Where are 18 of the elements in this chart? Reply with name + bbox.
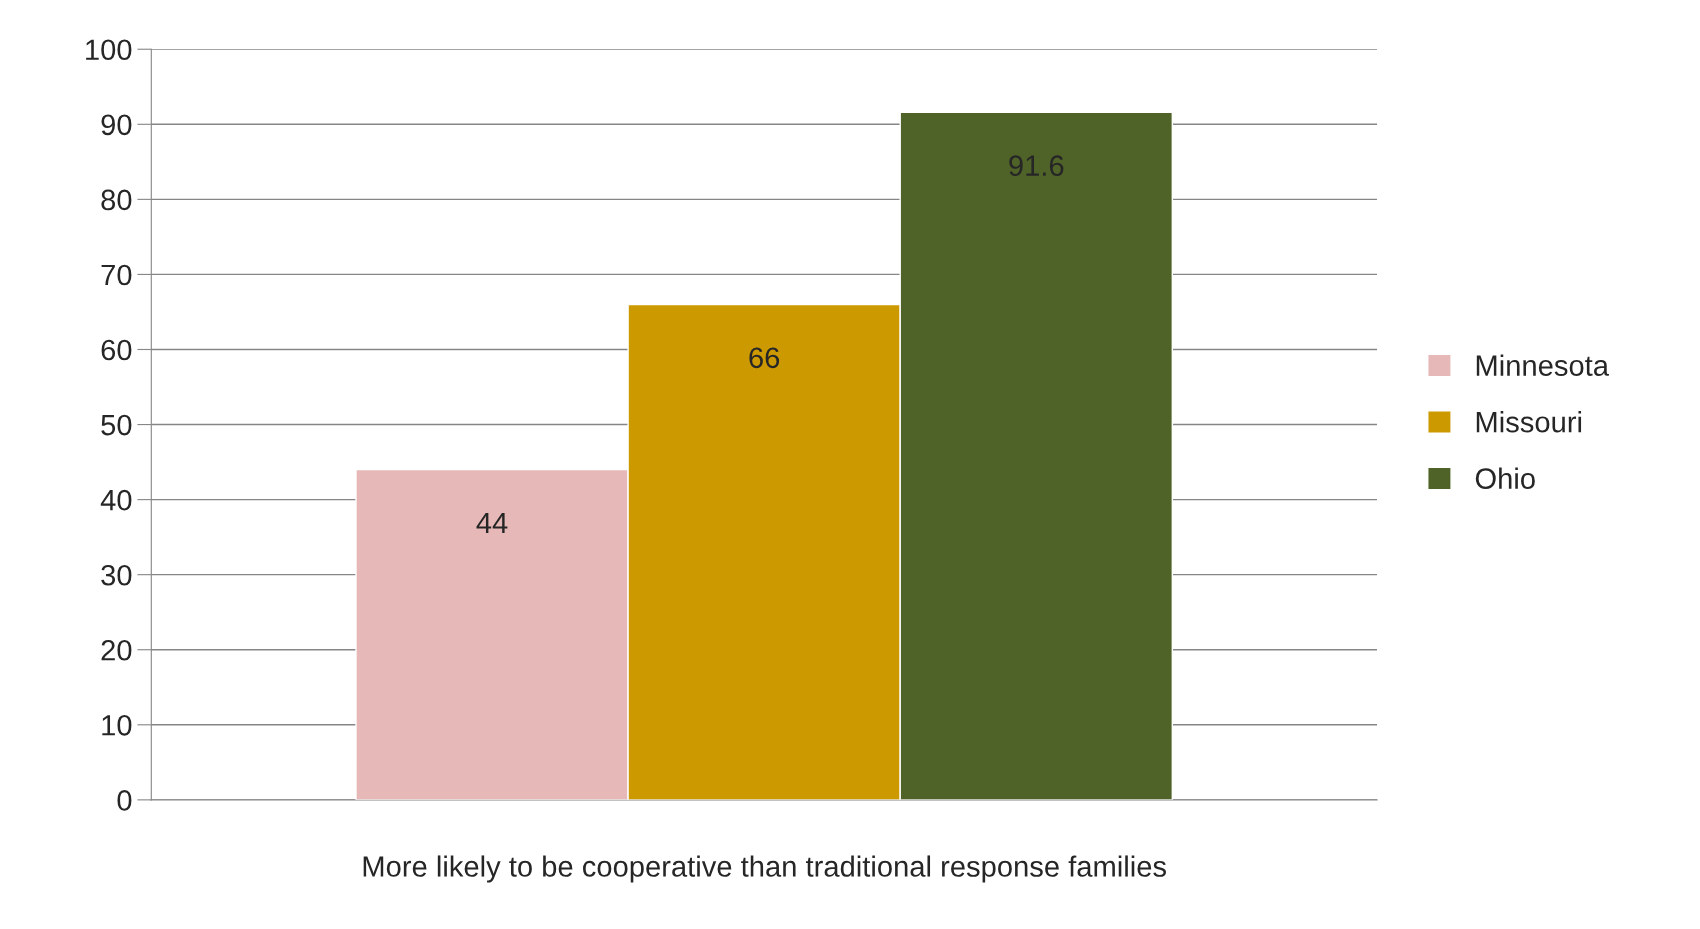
- legend-label: Missouri: [1476, 411, 1582, 433]
- y-tick-label: 90: [101, 114, 132, 136]
- y-tick-label: 20: [101, 639, 132, 661]
- y-tick-label: 70: [101, 264, 132, 286]
- y-tick-label: 10: [102, 715, 132, 736]
- legend-label: Ohio: [1475, 467, 1535, 489]
- y-tick-label: 60: [101, 339, 132, 361]
- y-tick-label: 50: [101, 414, 132, 436]
- data-label: 44: [476, 512, 508, 533]
- y-tick-label: 40: [100, 489, 132, 511]
- y-tick-label: 30: [101, 564, 132, 586]
- y-tick-label: 100: [86, 39, 132, 61]
- data-label: 91.6: [1009, 155, 1064, 176]
- legend-label: Minnesota: [1476, 354, 1609, 376]
- y-tick-label: 80: [101, 189, 132, 211]
- y-tick-label: 0: [117, 790, 132, 811]
- data-label: 66: [749, 347, 780, 369]
- x-tick-label: More likely to be cooperative than traditional response families: [363, 855, 1166, 883]
